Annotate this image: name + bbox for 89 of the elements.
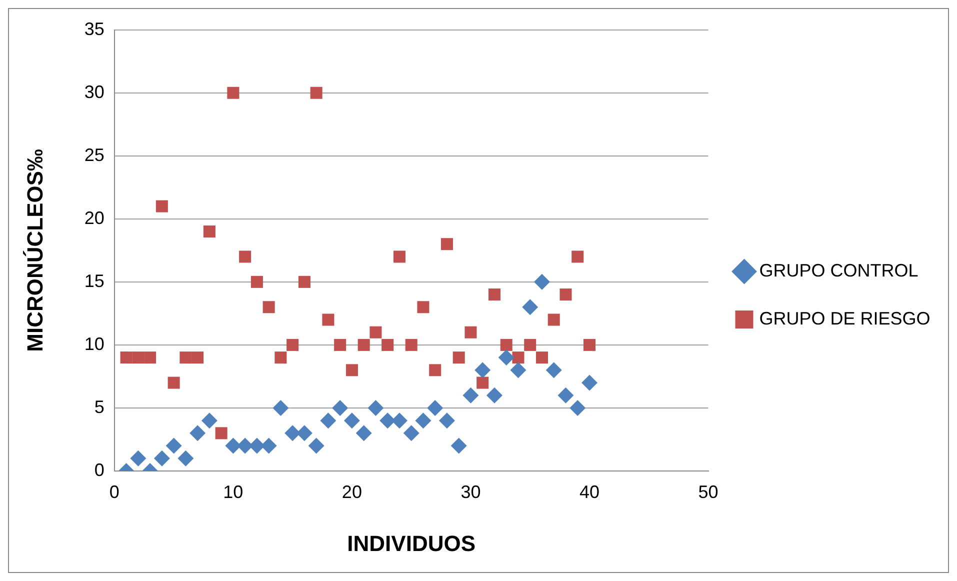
point <box>462 387 479 404</box>
point <box>227 86 240 99</box>
point <box>427 400 444 416</box>
point <box>154 450 170 466</box>
point <box>522 299 538 316</box>
point <box>130 450 146 466</box>
point <box>120 352 132 364</box>
point <box>498 350 514 366</box>
point <box>344 412 360 429</box>
legend-label: GRUPO CONTROL <box>759 260 918 280</box>
point <box>546 362 562 378</box>
point <box>168 376 180 389</box>
point <box>415 412 432 429</box>
point <box>581 374 598 391</box>
point <box>298 276 310 288</box>
point <box>438 412 455 429</box>
point <box>239 250 252 263</box>
x-tick-label: 30 <box>460 482 481 502</box>
y-tick-label: 30 <box>84 82 104 102</box>
point <box>225 438 242 454</box>
point <box>500 338 512 351</box>
point <box>382 338 394 351</box>
point <box>286 338 299 351</box>
point <box>429 364 442 376</box>
point <box>332 400 348 416</box>
point <box>192 352 204 364</box>
point <box>156 200 168 212</box>
point <box>403 425 420 442</box>
point <box>334 338 346 351</box>
point <box>166 438 182 454</box>
point <box>548 314 560 326</box>
point <box>464 326 477 338</box>
point <box>488 288 500 301</box>
point <box>262 301 275 314</box>
x-tick-label: 40 <box>579 482 600 502</box>
point <box>450 438 467 454</box>
point <box>358 338 370 351</box>
point <box>203 225 216 238</box>
point <box>405 338 418 351</box>
point <box>260 438 277 454</box>
point <box>370 326 382 338</box>
point <box>310 86 322 99</box>
point <box>144 352 156 364</box>
point <box>583 338 596 351</box>
point <box>320 412 336 429</box>
point <box>201 412 218 429</box>
y-tick-label: 35 <box>84 18 104 39</box>
x-tick-label: 0 <box>109 482 120 502</box>
point <box>322 314 334 326</box>
point <box>534 274 550 290</box>
point <box>560 288 572 301</box>
y-tick-label: 5 <box>94 396 104 417</box>
point <box>440 238 453 250</box>
point <box>572 250 584 263</box>
point <box>346 364 358 376</box>
point <box>512 352 524 364</box>
point <box>132 352 144 364</box>
point <box>190 425 206 442</box>
x-axis-title: INDIVIDUOS <box>347 530 476 556</box>
x-tick-label: 50 <box>698 482 718 502</box>
x-tick-label: 20 <box>342 482 362 502</box>
point <box>510 362 526 378</box>
point <box>393 250 406 263</box>
point <box>474 362 491 378</box>
point <box>417 301 430 314</box>
point <box>486 387 502 404</box>
point <box>272 400 289 416</box>
point <box>250 276 263 288</box>
point <box>180 352 192 364</box>
y-tick-label: 25 <box>84 144 104 165</box>
point <box>476 376 489 389</box>
point <box>536 352 548 364</box>
point <box>452 352 465 364</box>
legend-label: GRUPO DE RIESGO <box>759 308 930 328</box>
y-axis-title: MICRONÚCLEOS‰ <box>22 148 48 352</box>
point <box>368 400 384 416</box>
y-tick-label: 15 <box>84 270 104 291</box>
point <box>570 400 586 416</box>
point <box>215 427 228 440</box>
point <box>558 387 574 404</box>
y-tick-label: 0 <box>94 460 104 480</box>
point <box>356 425 372 442</box>
point <box>308 438 324 454</box>
point <box>274 352 287 364</box>
point <box>524 338 536 351</box>
point <box>178 450 194 466</box>
x-tick-label: 10 <box>223 482 244 502</box>
y-tick-label: 20 <box>84 208 104 228</box>
y-tick-label: 10 <box>84 334 104 354</box>
